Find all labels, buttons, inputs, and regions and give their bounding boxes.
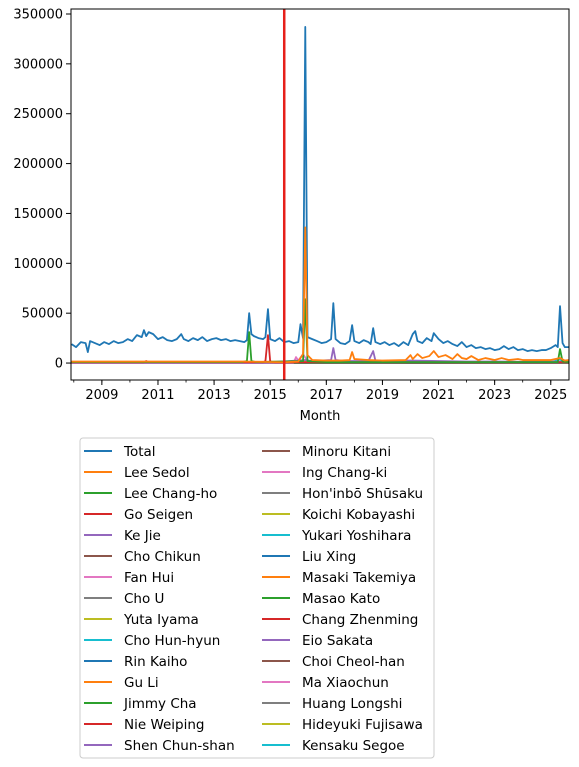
x-tick-label: 2009 — [85, 388, 118, 403]
legend-label: Koichi Kobayashi — [302, 507, 415, 523]
legend-label: Choi Cheol-han — [302, 654, 405, 670]
legend-item-rin-kaiho: Rin Kaiho — [84, 654, 187, 670]
legend-label: Yuta Iyama — [123, 612, 199, 628]
legend-item-masao-kato: Masao Kato — [262, 591, 380, 607]
legend-item-choi-cheol-han: Choi Cheol-han — [262, 654, 405, 670]
legend-label: Masaki Takemiya — [302, 570, 416, 586]
legend-label: Lee Sedol — [124, 465, 190, 481]
series-line-lee-chang-ho — [71, 298, 569, 364]
x-tick-label: 2019 — [366, 388, 399, 403]
legend-item-go-seigen: Go Seigen — [84, 507, 193, 523]
legend-label: Ma Xiaochun — [302, 675, 389, 691]
legend-label: Gu Li — [124, 675, 159, 691]
legend-item-eio-sakata: Eio Sakata — [262, 633, 373, 649]
legend-label: Shen Chun-shan — [124, 738, 235, 754]
y-tick-label: 50000 — [22, 307, 63, 322]
legend-label: Total — [123, 444, 156, 460]
legend-label: Huang Longshi — [302, 696, 402, 712]
legend-item-gu-li: Gu Li — [84, 675, 159, 691]
legend-item-yuta-iyama: Yuta Iyama — [84, 612, 199, 628]
plot-frame — [70, 8, 570, 381]
series-line-total — [71, 26, 569, 353]
legend-item-ke-jie: Ke Jie — [84, 528, 161, 544]
y-axis: 0 50000 100000 150000 200000 250000 300000 3500… — [13, 7, 71, 372]
legend-item-kensaku-segoe: Kensaku Segoe — [262, 738, 405, 754]
legend-item-lee-chang-ho: Lee Chang-ho — [84, 486, 217, 502]
legend-item-masaki-takemiya: Masaki Takemiya — [262, 570, 416, 586]
legend-item-hideyuki-fujisawa: Hideyuki Fujisawa — [262, 717, 423, 733]
legend-item-cho-hun-hyun: Cho Hun-hyun — [84, 633, 220, 649]
legend-item-cho-chikun: Cho Chikun — [84, 549, 201, 565]
legend-label: Cho U — [124, 591, 164, 607]
legend-item-cho-u: Cho U — [84, 591, 164, 607]
x-tick-label: 2015 — [254, 388, 287, 403]
legend-frame — [79, 437, 435, 759]
x-tick-label: 2011 — [141, 388, 174, 403]
legend-label: Rin Kaiho — [124, 654, 187, 670]
legend-label: Lee Chang-ho — [124, 486, 217, 502]
legend-label: Go Seigen — [124, 507, 193, 523]
y-tick-label: 300000 — [13, 57, 63, 72]
legend-item-shen-chun-shan: Shen Chun-shan — [84, 738, 235, 754]
x-tick-label: 2021 — [422, 388, 455, 403]
y-tick-label: 100000 — [13, 257, 63, 272]
legend-item-minoru-kitani: Minoru Kitani — [262, 444, 391, 460]
legend-item-fan-hui: Fan Hui — [84, 570, 174, 586]
legend-label: Masao Kato — [302, 591, 380, 607]
legend-item-koichi-kobayashi: Koichi Kobayashi — [262, 507, 415, 523]
legend-item-yukari-yoshihara: Yukari Yoshihara — [262, 528, 411, 544]
legend-item-total: Total — [84, 444, 156, 460]
y-tick-label: 0 — [55, 357, 63, 372]
legend-item-nie-weiping: Nie Weiping — [84, 717, 205, 733]
x-axis: 2009 2011 2013 2015 2017 2019 2021 2023 2025 — [73, 380, 567, 403]
legend-label: Nie Weiping — [124, 717, 205, 733]
y-tick-label: 150000 — [13, 207, 63, 222]
legend-label: Liu Xing — [302, 549, 356, 565]
legend-item-chang-zhenming: Chang Zhenming — [262, 612, 418, 628]
legend-label: Fan Hui — [124, 570, 174, 586]
legend-label: Ing Chang-ki — [302, 465, 387, 481]
x-tick-label: 2023 — [478, 388, 511, 403]
legend-label: Ke Jie — [124, 528, 161, 544]
y-tick-label: 250000 — [13, 107, 63, 122]
legend-item-liu-xing: Liu Xing — [262, 549, 356, 565]
y-tick-label: 200000 — [13, 157, 63, 172]
series-layer — [71, 26, 569, 364]
legend-label: Kensaku Segoe — [302, 738, 405, 754]
legend-items: Total Lee Sedol Lee Chang-ho Go Seigen Ke Ji… — [84, 444, 423, 754]
legend-label: Yukari Yoshihara — [301, 528, 411, 544]
legend-item-lee-sedol: Lee Sedol — [84, 465, 190, 481]
legend-label: Cho Hun-hyun — [124, 633, 220, 649]
x-tick-label: 2013 — [198, 388, 231, 403]
legend-item-ing-chang-ki: Ing Chang-ki — [262, 465, 387, 481]
series-line-lee-sedol — [71, 226, 569, 364]
x-tick-label: 2017 — [310, 388, 343, 403]
legend-item-hon-inbo-shu-saku: Hon'inbō Shūsaku — [262, 486, 423, 502]
legend-label: Hideyuki Fujisawa — [302, 717, 423, 733]
legend: Total Lee Sedol Lee Chang-ho Go Seigen Ke Ji… — [79, 437, 435, 759]
y-tick-label: 350000 — [13, 7, 63, 22]
series-line-go-seigen — [71, 334, 569, 364]
legend-item-jimmy-cha: Jimmy Cha — [84, 696, 197, 712]
legend-label: Hon'inbō Shūsaku — [302, 486, 423, 502]
legend-item-huang-longshi: Huang Longshi — [262, 696, 402, 712]
legend-item-ma-xiaochun: Ma Xiaochun — [262, 675, 389, 691]
x-axis-title: Month — [300, 409, 341, 424]
legend-label: Cho Chikun — [124, 549, 201, 565]
legend-label: Eio Sakata — [302, 633, 373, 649]
legend-label: Chang Zhenming — [302, 612, 418, 628]
x-tick-label: 2025 — [534, 388, 567, 403]
legend-label: Minoru Kitani — [302, 444, 391, 460]
legend-label: Jimmy Cha — [123, 696, 197, 712]
